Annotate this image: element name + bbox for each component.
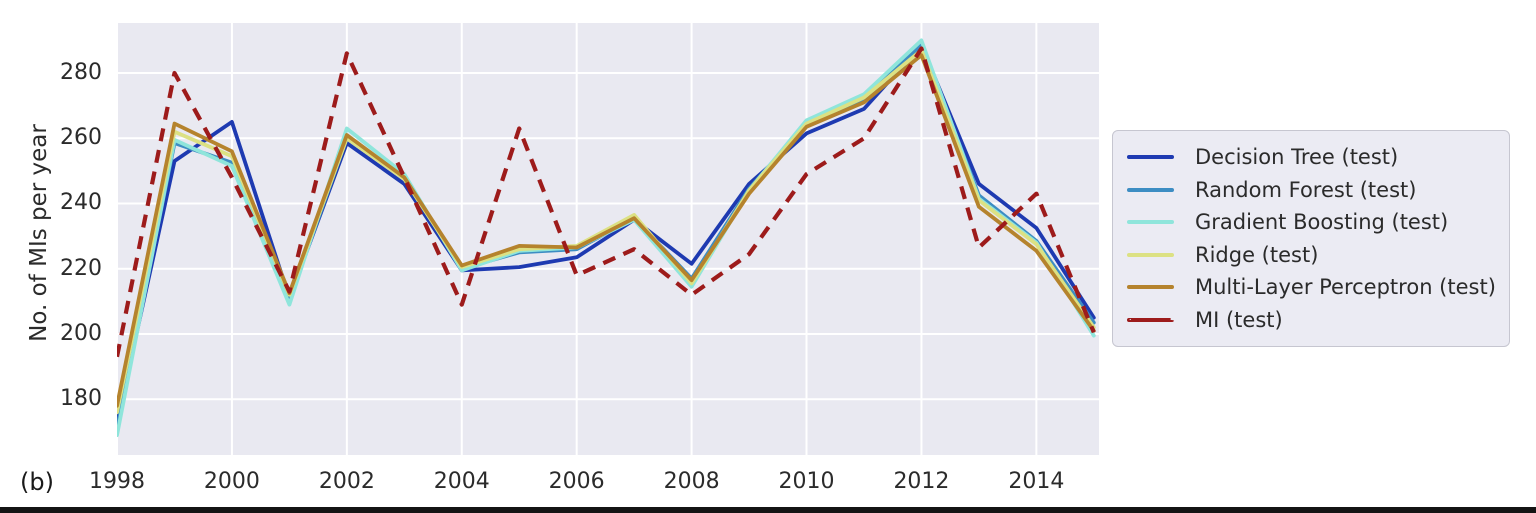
legend-label: MI (test) — [1195, 307, 1283, 332]
subplot-label: (b) — [20, 468, 54, 496]
legend-item: Multi-Layer Perceptron (test) — [1127, 275, 1503, 299]
legend-label: Ridge (test) — [1195, 242, 1319, 267]
legend-line-swatch — [1127, 252, 1174, 257]
legend: Decision Tree (test) Random Forest (test)… — [1112, 130, 1510, 347]
plot-area — [117, 23, 1099, 455]
y-tick-label: 260 — [60, 125, 102, 151]
y-tick-label: 220 — [60, 255, 102, 281]
x-tick-label: 1998 — [89, 469, 145, 494]
y-tick-label: 200 — [60, 320, 102, 346]
legend-label: Random Forest (test) — [1195, 177, 1417, 202]
y-tick-label: 180 — [60, 386, 102, 412]
legend-line-swatch — [1127, 187, 1174, 192]
x-tick-label: 2014 — [1008, 469, 1065, 494]
x-tick-label: 2006 — [548, 469, 605, 494]
legend-item: Ridge (test) — [1127, 243, 1503, 267]
x-tick-label: 2008 — [663, 469, 720, 494]
legend-item: Decision Tree (test) — [1127, 145, 1503, 169]
legend-line-swatch — [1127, 220, 1174, 225]
bottom-border-bar — [0, 507, 1536, 513]
legend-label: Decision Tree (test) — [1195, 145, 1399, 170]
series-line — [117, 46, 1096, 358]
x-tick-label: 2002 — [318, 469, 375, 494]
x-tick-label: 2000 — [203, 469, 260, 494]
legend-line-swatch — [1127, 285, 1174, 290]
y-tick-label: 240 — [60, 190, 102, 216]
y-tick-label: 280 — [60, 60, 102, 85]
legend-label: Gradient Boosting (test) — [1195, 210, 1449, 235]
line-chart — [117, 23, 1099, 455]
legend-line-swatch — [1127, 155, 1174, 160]
legend-item: MI (test) — [1127, 308, 1503, 332]
x-tick-label: 2010 — [778, 469, 835, 494]
legend-item: Gradient Boosting (test) — [1127, 210, 1503, 234]
y-axis-label: No. of MIs per year — [26, 124, 52, 342]
legend-label: Multi-Layer Perceptron (test) — [1195, 275, 1496, 300]
x-tick-label: 2004 — [433, 469, 490, 494]
legend-item: Random Forest (test) — [1127, 178, 1503, 202]
legend-line-swatch — [1127, 317, 1174, 322]
x-tick-label: 2012 — [893, 469, 950, 494]
